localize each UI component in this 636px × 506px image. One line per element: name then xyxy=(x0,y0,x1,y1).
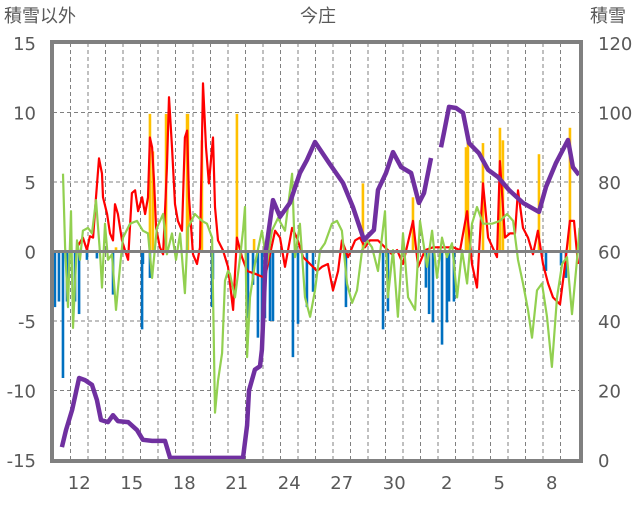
x-tick-label: 5 xyxy=(494,473,505,494)
blue-bar xyxy=(544,251,548,271)
blue-bar xyxy=(53,251,57,308)
chart-title: 今庄 xyxy=(300,6,336,27)
blue-bar xyxy=(431,251,435,323)
blue-bar xyxy=(95,251,99,259)
series-lines xyxy=(59,82,581,461)
x-tick-label: 30 xyxy=(383,473,406,494)
blue-bar xyxy=(559,251,563,266)
blue-bar xyxy=(256,251,260,338)
blue-bar xyxy=(445,251,449,323)
orange-bar xyxy=(568,127,572,252)
blue-bar xyxy=(424,251,428,288)
blue-bar xyxy=(57,251,61,302)
left-tick-label: -10 xyxy=(7,382,36,403)
blue-bar xyxy=(85,251,89,260)
orange-bar xyxy=(235,113,239,252)
tick-labels: 15 10 5 0 -5 -10 -15 120 100 80 60 40 20 0 12 15 18 21 24 2… xyxy=(7,34,633,494)
right-tick-label: 60 xyxy=(598,243,621,264)
orange-bar xyxy=(466,140,470,252)
orange-bar xyxy=(148,113,152,252)
green-line xyxy=(61,172,581,414)
bars xyxy=(53,113,572,378)
blue-bar xyxy=(271,251,275,321)
blue-bar xyxy=(246,251,250,319)
blue-bar xyxy=(447,251,451,302)
blue-bar xyxy=(305,251,309,308)
blue-bar xyxy=(251,251,255,285)
blue-bar xyxy=(296,251,300,324)
orange-bar xyxy=(252,238,256,252)
left-tick-label: 0 xyxy=(25,243,36,264)
left-tick-label: -15 xyxy=(7,451,36,472)
right-tick-label: 80 xyxy=(598,173,621,194)
x-tick-label: 15 xyxy=(120,473,143,494)
blue-bar xyxy=(452,251,456,302)
left-tick-label: 15 xyxy=(13,34,36,55)
right-tick-label: 0 xyxy=(598,451,609,472)
blue-bar xyxy=(77,251,81,315)
x-tick-label: 24 xyxy=(278,473,301,494)
x-tick-label: 2 xyxy=(441,473,452,494)
right-tick-label: 100 xyxy=(598,104,632,125)
plot-frame xyxy=(50,40,583,463)
x-tick-label: 8 xyxy=(546,473,557,494)
blue-bar xyxy=(440,251,444,345)
red-line xyxy=(76,82,580,311)
x-tick-label: 12 xyxy=(68,473,91,494)
right-tick-label: 20 xyxy=(598,382,621,403)
blue-bar xyxy=(268,251,272,321)
left-tick-label: 10 xyxy=(13,104,36,125)
right-tick-label: 40 xyxy=(598,312,621,333)
left-tick-label: 5 xyxy=(25,173,36,194)
left-axis-title: 積雪以外 xyxy=(4,6,76,27)
orange-bar xyxy=(361,183,365,252)
blue-bar xyxy=(140,251,144,330)
blue-bar xyxy=(291,251,295,358)
right-tick-label: 120 xyxy=(598,34,632,55)
left-tick-label: -5 xyxy=(18,312,36,333)
blue-bar xyxy=(61,251,65,378)
orange-bar xyxy=(537,154,541,252)
orange-bar xyxy=(151,151,155,252)
orange-bar xyxy=(114,247,118,252)
x-tick-label: 21 xyxy=(225,473,248,494)
orange-bar xyxy=(464,147,468,252)
plot-border xyxy=(50,40,583,463)
blue-bar xyxy=(381,251,385,330)
right-axis-title: 積雪 xyxy=(590,6,626,27)
x-tick-label: 27 xyxy=(330,473,353,494)
x-tick-label: 18 xyxy=(173,473,196,494)
blue-bar xyxy=(141,251,145,265)
purple-snow-depth xyxy=(59,104,581,461)
blue-bar xyxy=(427,251,431,315)
blue-bar xyxy=(311,251,315,292)
